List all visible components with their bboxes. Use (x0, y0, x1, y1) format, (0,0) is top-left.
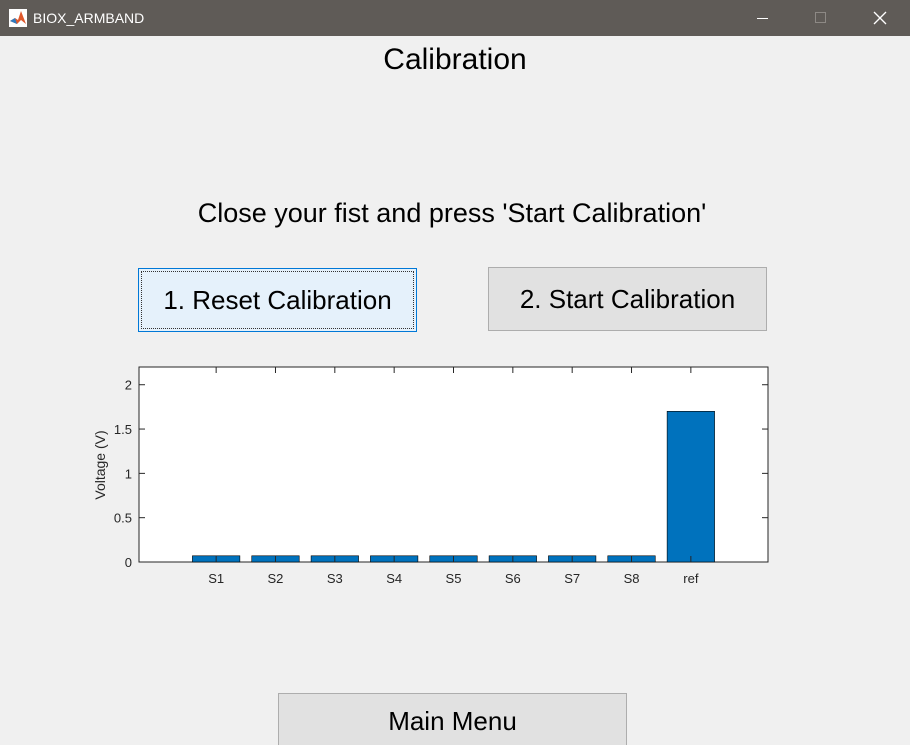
close-button[interactable] (851, 0, 909, 36)
page-title: Calibration (383, 43, 527, 76)
start-calibration-label: 2. Start Calibration (519, 283, 736, 314)
window-title: BIOX_ARMBAND (33, 10, 145, 26)
x-tick-label: S6 (505, 571, 521, 586)
x-tick-label: S7 (564, 571, 580, 586)
main-menu-label: Main Menu (388, 705, 517, 736)
title-bar[interactable]: BIOX_ARMBAND (0, 0, 910, 36)
x-tick-label: S5 (446, 571, 462, 586)
minimize-button[interactable] (734, 0, 792, 36)
reset-calibration-label: 1. Reset Calibration (163, 284, 392, 315)
y-tick-label: 1.5 (114, 422, 132, 437)
x-tick-label: ref (683, 571, 699, 586)
y-tick-label: 2 (125, 378, 132, 393)
plot-area (138, 366, 769, 563)
voltage-bar-chart: 0 0.5 1 1.5 2 S1 S2 S3 S4 S5 S6 S7 S8 ref Voltage (V… (92, 366, 769, 586)
reset-calibration-button[interactable]: 1. Reset Calibration (138, 268, 417, 332)
maximize-button[interactable] (792, 0, 850, 36)
x-tick-label: S8 (624, 571, 640, 586)
x-tick-label: S1 (208, 571, 224, 586)
main-menu-button[interactable]: Main Menu (278, 693, 627, 745)
close-icon (873, 11, 887, 25)
bar-ref (666, 411, 715, 563)
y-tick-label: 1 (125, 466, 132, 481)
instruction-text: Close your fist and press 'Start Calibra… (197, 198, 707, 228)
start-calibration-button[interactable]: 2. Start Calibration (488, 267, 767, 331)
minimize-icon (757, 18, 768, 19)
y-axis-label: Voltage (V) (92, 430, 108, 499)
y-tick-label: 0.5 (114, 511, 132, 526)
y-tick-label: 0 (125, 555, 132, 570)
x-tick-label: S2 (268, 571, 284, 586)
x-tick-label: S3 (327, 571, 343, 586)
maximize-icon (815, 12, 826, 23)
x-axis: S1 S2 S3 S4 S5 S6 S7 S8 ref (208, 367, 699, 586)
y-axis: 0 0.5 1 1.5 2 (114, 378, 768, 570)
x-tick-label: S4 (386, 571, 402, 586)
matlab-icon (9, 9, 27, 27)
